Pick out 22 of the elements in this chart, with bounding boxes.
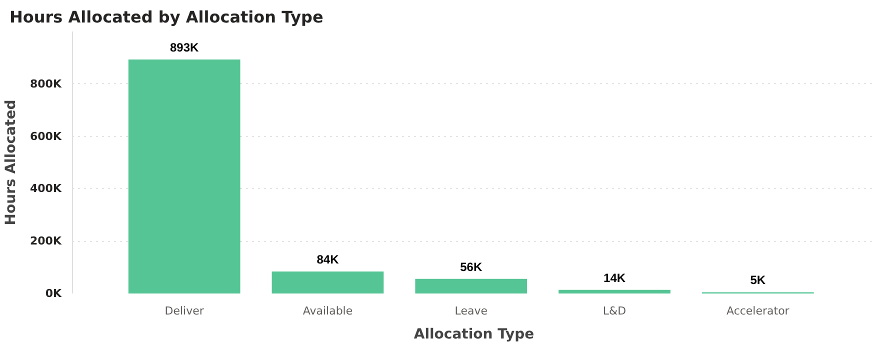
y-axis-title: Hours Allocated [3,100,20,226]
x-axis-title: Allocation Type [414,326,534,342]
x-tick-label: Available [302,304,353,318]
data-label: 5K [750,273,766,288]
x-tick-label: Accelerator [726,304,790,318]
bar [415,278,528,294]
y-tick-label: 800K [30,77,62,90]
x-tick-label: L&D [602,304,626,318]
x-tick-label: Deliver [164,304,204,318]
bar [128,60,240,294]
data-label: 14K [604,270,626,285]
bar [558,290,670,294]
bar [272,271,384,294]
data-label: 893K [170,40,200,55]
y-tick-label: 400K [30,182,62,196]
y-tick-label: 600K [30,130,62,143]
y-tick-label: 200K [30,234,62,248]
y-tick-label: 0K [45,287,62,300]
data-label: 56K [460,260,482,274]
data-label: 84K [316,252,340,266]
chart-title: Hours Allocated by Allocation Type [10,8,324,26]
x-tick-label: Leave [454,304,488,318]
